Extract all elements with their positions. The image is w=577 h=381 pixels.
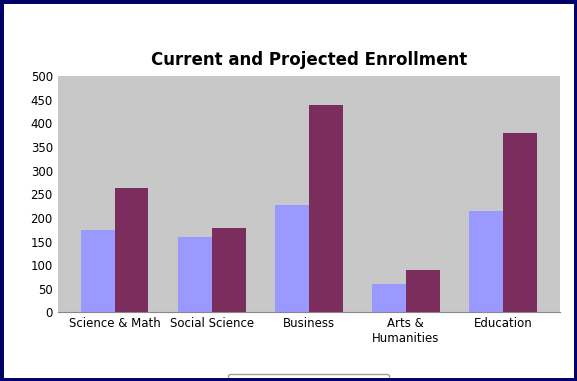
Bar xyxy=(406,270,440,312)
Bar xyxy=(275,205,309,312)
Bar xyxy=(178,237,212,312)
Bar xyxy=(114,188,148,312)
Title: Current and Projected Enrollment: Current and Projected Enrollment xyxy=(151,51,467,69)
Bar xyxy=(503,133,537,312)
Bar xyxy=(309,104,343,312)
Bar xyxy=(212,228,246,312)
Legend: Current, Projected: Current, Projected xyxy=(228,374,389,381)
Bar xyxy=(372,284,406,312)
Bar xyxy=(469,211,503,312)
Bar xyxy=(81,230,114,312)
